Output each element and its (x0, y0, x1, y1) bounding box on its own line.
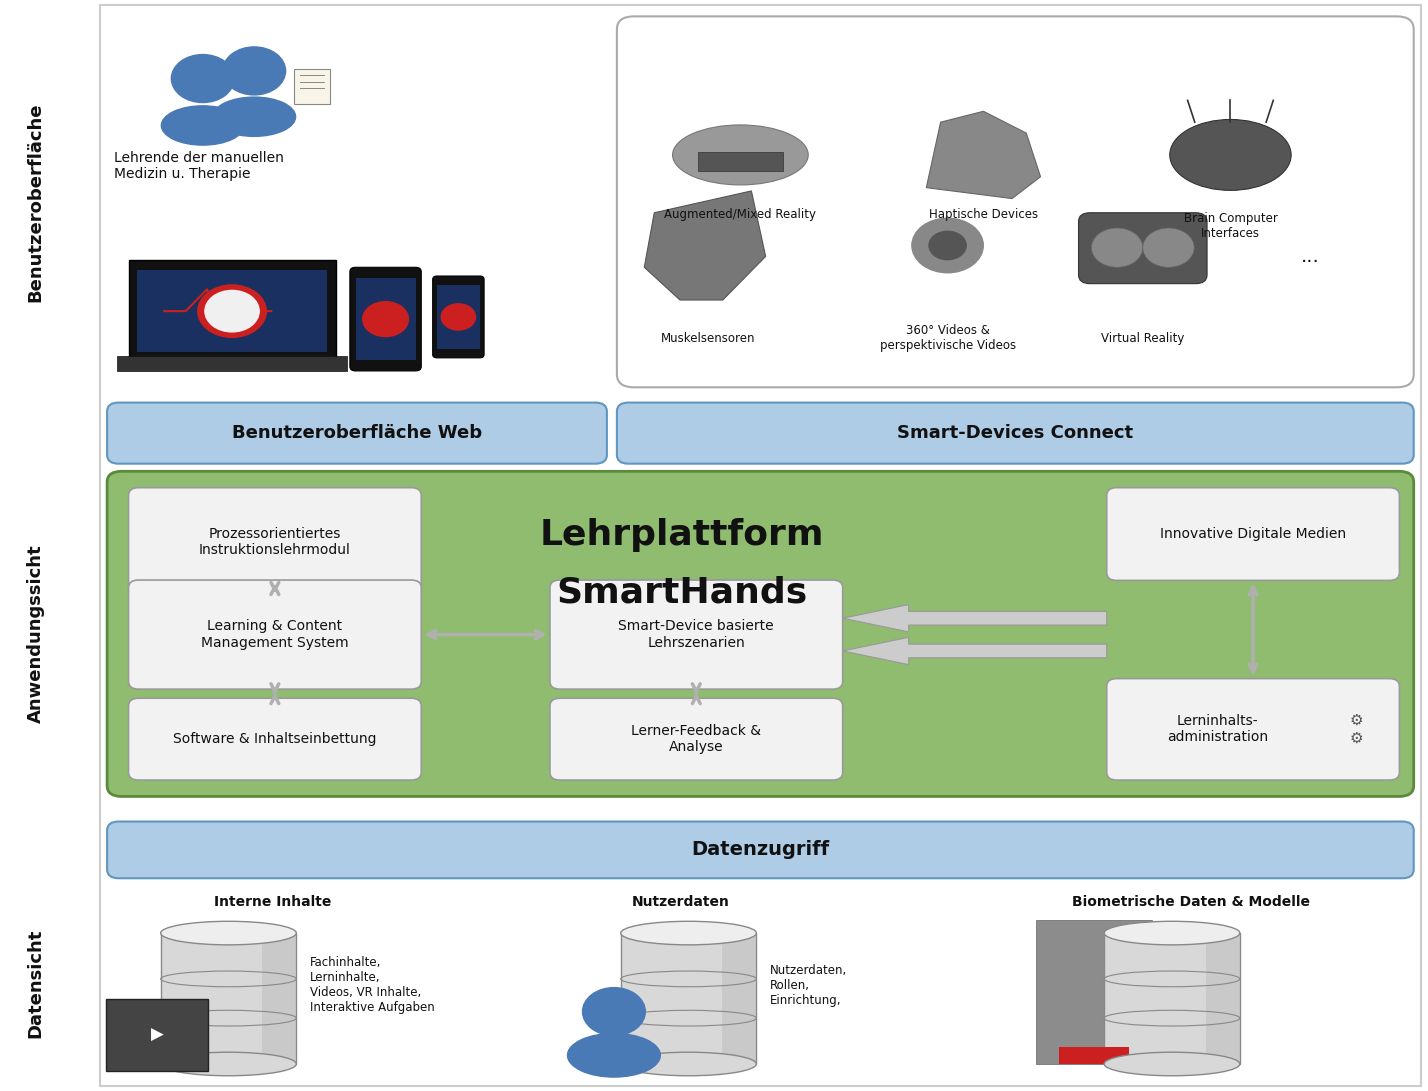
Text: Virtual Reality: Virtual Reality (1101, 332, 1184, 345)
Circle shape (441, 304, 476, 331)
Text: ▶: ▶ (151, 1026, 164, 1043)
Bar (356, 278, 416, 360)
Ellipse shape (213, 97, 296, 136)
FancyArrow shape (843, 604, 1107, 632)
Text: Innovative Digitale Medien: Innovative Digitale Medien (1160, 527, 1347, 541)
Ellipse shape (1170, 120, 1291, 191)
FancyBboxPatch shape (550, 580, 843, 690)
Bar (437, 285, 480, 349)
Text: Anwendungssicht: Anwendungssicht (27, 544, 44, 723)
Text: Fachinhalte,
Lerninhalte,
Videos, VR Inhalte,
Interaktive Aufgaben: Fachinhalte, Lerninhalte, Videos, VR Inh… (310, 957, 434, 1015)
Text: Lehrende der manuellen
Medizin u. Therapie: Lehrende der manuellen Medizin u. Therap… (114, 151, 284, 181)
FancyBboxPatch shape (433, 276, 484, 358)
Text: Benutzeroberfläche Web: Benutzeroberfläche Web (231, 424, 483, 442)
FancyBboxPatch shape (1107, 488, 1399, 580)
Circle shape (223, 47, 286, 95)
Text: Lehrplattform: Lehrplattform (540, 518, 824, 552)
Bar (129, 261, 336, 358)
Bar (106, 998, 208, 1070)
Text: ⚙
⚙: ⚙ ⚙ (1349, 714, 1364, 745)
Text: Haptische Devices: Haptische Devices (928, 208, 1038, 221)
FancyBboxPatch shape (129, 698, 421, 780)
FancyArrow shape (843, 637, 1107, 664)
Ellipse shape (1104, 921, 1240, 945)
Polygon shape (927, 111, 1041, 199)
Text: Augmented/Mixed Reality: Augmented/Mixed Reality (664, 208, 817, 221)
FancyBboxPatch shape (1078, 213, 1207, 284)
Circle shape (912, 218, 984, 273)
Ellipse shape (567, 1033, 660, 1077)
FancyBboxPatch shape (107, 471, 1414, 796)
Circle shape (363, 302, 408, 337)
Ellipse shape (673, 125, 808, 185)
Bar (160, 933, 297, 1064)
Text: Brain Computer
Interfaces: Brain Computer Interfaces (1184, 212, 1278, 240)
Text: Datensicht: Datensicht (27, 928, 44, 1038)
Circle shape (197, 285, 266, 337)
Ellipse shape (161, 1052, 297, 1076)
Text: Datenzugriff: Datenzugriff (691, 840, 830, 860)
Text: ...: ... (1301, 247, 1319, 266)
Text: Prozessorientiertes
Instruktionslehrmodul: Prozessorientiertes Instruktionslehrmodu… (198, 527, 351, 558)
Bar (697, 152, 783, 171)
Ellipse shape (621, 1052, 757, 1076)
Circle shape (1091, 228, 1142, 267)
FancyBboxPatch shape (129, 488, 421, 597)
Circle shape (204, 290, 258, 332)
Bar (1037, 920, 1151, 1064)
Bar (117, 356, 347, 371)
FancyBboxPatch shape (107, 403, 607, 464)
FancyBboxPatch shape (350, 267, 421, 371)
Circle shape (171, 55, 234, 103)
Bar (1060, 1046, 1128, 1064)
Polygon shape (644, 191, 765, 300)
FancyBboxPatch shape (550, 698, 843, 780)
Ellipse shape (1104, 1052, 1240, 1076)
Circle shape (1142, 228, 1194, 267)
Ellipse shape (161, 106, 244, 145)
Ellipse shape (161, 921, 297, 945)
Text: Software & Inhaltseinbettung: Software & Inhaltseinbettung (173, 732, 377, 746)
Text: Lerner-Feedback &
Analyse: Lerner-Feedback & Analyse (631, 724, 761, 754)
Ellipse shape (621, 921, 757, 945)
Bar (1205, 933, 1240, 1064)
FancyBboxPatch shape (107, 822, 1414, 878)
Text: Benutzeroberfläche: Benutzeroberfläche (27, 103, 44, 301)
FancyBboxPatch shape (1107, 679, 1399, 780)
Text: Biometrische Daten & Modelle: Biometrische Daten & Modelle (1072, 895, 1309, 909)
Text: Smart-Devices Connect: Smart-Devices Connect (897, 424, 1134, 442)
Circle shape (930, 231, 967, 260)
Text: 360° Videos &
perspektivische Videos: 360° Videos & perspektivische Videos (880, 324, 1015, 352)
Text: SmartHands: SmartHands (557, 576, 808, 610)
Text: Nutzerdaten,
Rollen,
Einrichtung,: Nutzerdaten, Rollen, Einrichtung, (770, 964, 847, 1007)
Text: Lerninhalts-
administration: Lerninhalts- administration (1167, 715, 1268, 744)
Text: Learning & Content
Management System: Learning & Content Management System (201, 620, 348, 650)
Text: Muskelsensoren: Muskelsensoren (661, 332, 755, 345)
Circle shape (583, 987, 645, 1035)
FancyBboxPatch shape (617, 403, 1414, 464)
Text: Nutzerdaten: Nutzerdaten (631, 895, 730, 909)
Text: Interne Inhalte: Interne Inhalte (214, 895, 331, 909)
Bar (294, 69, 330, 104)
Bar (621, 933, 757, 1064)
Bar (137, 269, 327, 352)
Bar (723, 933, 757, 1064)
Bar (1104, 933, 1240, 1064)
FancyBboxPatch shape (129, 580, 421, 690)
FancyBboxPatch shape (617, 16, 1414, 387)
Bar (263, 933, 296, 1064)
Text: Smart-Device basierte
Lehrszenarien: Smart-Device basierte Lehrszenarien (618, 620, 774, 650)
